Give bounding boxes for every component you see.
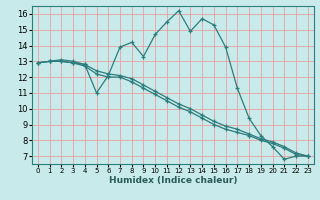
X-axis label: Humidex (Indice chaleur): Humidex (Indice chaleur) [108, 176, 237, 185]
